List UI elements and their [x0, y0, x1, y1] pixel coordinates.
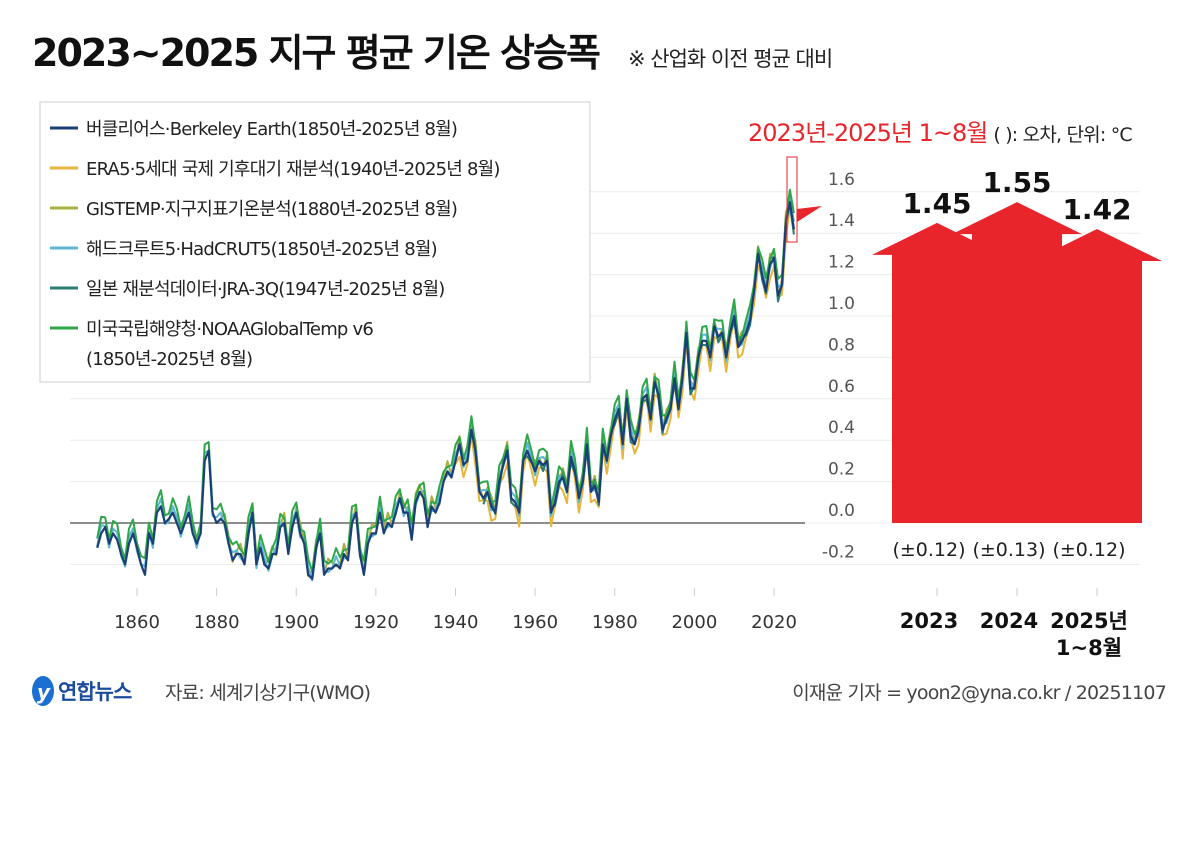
- error-label: (±0.12): [892, 539, 965, 561]
- line-series: [96, 188, 795, 582]
- logo-icon: [32, 676, 54, 706]
- category-label: 2025년: [1050, 609, 1128, 633]
- legend-label: ERA5·5세대 국제 기후대기 재분석(1940년-2025년 8월): [86, 159, 500, 180]
- legend-label: GISTEMP·지구지표기온분석(1880년-2025년 8월): [86, 199, 457, 220]
- x-tick-label: 1900: [273, 612, 319, 633]
- value-label: 1.55: [982, 166, 1051, 199]
- x-tick-label: 1920: [353, 612, 399, 633]
- x-tick-label: 2000: [671, 612, 717, 633]
- x-tick-label: 1940: [433, 612, 479, 633]
- y-tick-label: 1.6: [828, 170, 855, 190]
- category-label: 1~8월: [1056, 636, 1122, 660]
- highlight-pointer: [797, 206, 822, 222]
- x-tick-label: 1960: [512, 612, 558, 633]
- category-label: 2024: [980, 609, 1038, 633]
- page-subtitle: ※ 산업화 이전 평균 대비: [628, 47, 832, 71]
- footer: y 연합뉴스 자료: 세계기상기구(WMO) 이재윤 기자 = yoon2@yn…: [32, 676, 1167, 706]
- y-axis: 1.6 1.4 1.2 1.0 0.8 0.6 0.4 0.2 0.0 -0.2: [822, 170, 855, 563]
- credit-text: 이재윤 기자 = yoon2@yna.co.kr / 20251107: [792, 682, 1166, 704]
- value-label: 1.42: [1062, 193, 1131, 226]
- y-tick-label: 0.8: [828, 335, 855, 355]
- arrow-bar: [952, 202, 1082, 523]
- legend-label: (1850년-2025년 8월): [86, 349, 252, 370]
- error-label: (±0.12): [1052, 539, 1125, 561]
- yonhap-logo: y 연합뉴스: [32, 676, 133, 706]
- page-title: 2023~2025 지구 평균 기온 상승폭: [32, 31, 600, 75]
- legend-label: 일본 재분석데이터·JRA-3Q(1947년-2025년 8월): [86, 279, 444, 300]
- y-tick-label: 0.0: [828, 501, 855, 521]
- series-line-berkeley: [96, 201, 795, 581]
- y-tick-label: 0.6: [828, 377, 855, 397]
- legend-label: 해드크루트5·HadCRUT5(1850년-2025년 8월): [86, 239, 437, 260]
- legend-label: 버클리어스·Berkeley Earth(1850년-2025년 8월): [86, 119, 457, 140]
- highlight-box: [786, 156, 798, 243]
- arrow-bars: 1.45 (±0.12) 2023 1.55 (±0.13) 2024 1.42 (±0.12…: [872, 166, 1162, 660]
- x-axis: 1860 1880 1900 1920 1940 1960 1980 2000 2020: [114, 588, 1098, 633]
- svg-text:y: y: [37, 680, 51, 704]
- y-tick-label: 1.0: [828, 294, 855, 314]
- category-label: 2023: [900, 609, 958, 633]
- x-tick-label: 2020: [751, 612, 797, 633]
- value-label: 1.45: [902, 187, 971, 220]
- legend-label: 미국국립해양청·NOAAGlobalTemp v6: [86, 319, 373, 340]
- y-tick-label: 1.2: [828, 253, 855, 273]
- period-label: 2023년-2025년 1~8월: [748, 119, 987, 147]
- annotation-line: 2023년-2025년 1~8월 ( ): 오차, 단위: °C: [748, 119, 1132, 147]
- legend: 버클리어스·Berkeley Earth(1850년-2025년 8월) ERA5…: [39, 101, 591, 383]
- y-tick-label: 0.2: [828, 460, 855, 480]
- arrow-bar: [1032, 229, 1162, 523]
- error-label: (±0.13): [972, 539, 1045, 561]
- y-tick-label: 0.4: [828, 418, 855, 438]
- logo-text: 연합뉴스: [58, 680, 132, 704]
- arrow-bar: [872, 222, 1002, 523]
- y-tick-label: -0.2: [822, 542, 855, 562]
- unit-note: ( ): 오차, 단위: °C: [993, 124, 1132, 146]
- x-tick-label: 1880: [194, 612, 240, 633]
- source-text: 자료: 세계기상기구(WMO): [165, 682, 370, 704]
- legend-box: [39, 101, 591, 383]
- x-tick-label: 1860: [114, 612, 160, 633]
- x-tick-label: 1980: [592, 612, 638, 633]
- y-tick-label: 1.4: [828, 211, 855, 231]
